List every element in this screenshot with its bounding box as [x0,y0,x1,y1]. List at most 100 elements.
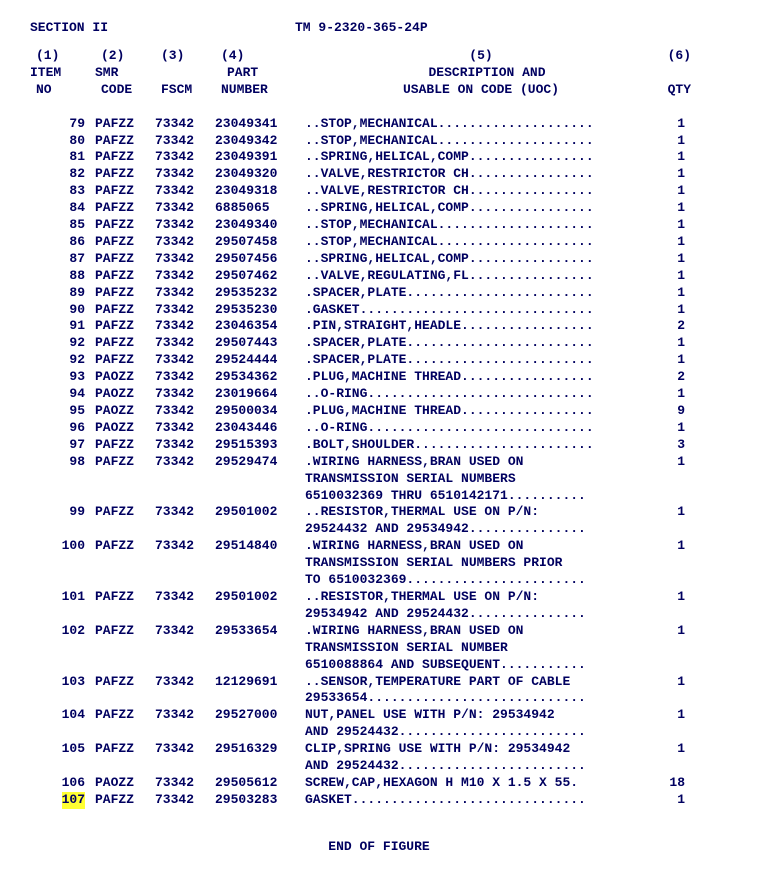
cell-smr: PAFZZ [95,133,155,150]
cell-fscm: 73342 [155,318,215,335]
table-row: 29533654............................ [30,690,728,707]
cell-desc: ..STOP,MECHANICAL.................... [305,234,645,251]
cell-desc: .WIRING HARNESS,BRAN USED ON [305,454,645,471]
cell-item: 83 [30,183,95,200]
cell-qty: 1 [645,149,685,166]
cell-desc: .PLUG,MACHINE THREAD................. [305,403,645,420]
cell-desc: .WIRING HARNESS,BRAN USED ON [305,538,645,555]
cell-qty [645,657,685,674]
colnum-5: (5) [311,48,651,65]
cell-item [30,555,95,572]
cell-fscm: 73342 [155,251,215,268]
cell-part [215,555,305,572]
cell-part: 23049318 [215,183,305,200]
colhdr-qty: QTY [651,82,691,99]
cell-part: 23049340 [215,217,305,234]
cell-fscm: 73342 [155,420,215,437]
cell-fscm: 73342 [155,149,215,166]
cell-part: 29516329 [215,741,305,758]
colhdr-number: NUMBER [221,82,311,99]
cell-qty: 1 [645,183,685,200]
table-row: 96PAOZZ7334223043446..O-RING............… [30,420,728,437]
cell-fscm: 73342 [155,285,215,302]
col-header-2: NO CODE FSCM NUMBER USABLE ON CODE (UOC)… [30,82,728,99]
cell-desc: .SPACER,PLATE........................ [305,335,645,352]
cell-part: 23049320 [215,166,305,183]
cell-part: 29533654 [215,623,305,640]
colnum-2: (2) [101,48,161,65]
table-row: 91PAFZZ7334223046354.PIN,STRAIGHT,HEADLE… [30,318,728,335]
cell-fscm [155,640,215,657]
table-row: 105PAFZZ7334229516329CLIP,SPRING USE WIT… [30,741,728,758]
cell-fscm: 73342 [155,234,215,251]
cell-fscm: 73342 [155,200,215,217]
cell-fscm [155,606,215,623]
cell-smr: PAFZZ [95,217,155,234]
cell-fscm [155,471,215,488]
cell-item: 80 [30,133,95,150]
cell-item [30,521,95,538]
cell-smr: PAFZZ [95,707,155,724]
cell-desc: NUT,PANEL USE WITH P/N: 29534942 [305,707,645,724]
cell-fscm: 73342 [155,386,215,403]
cell-item: 100 [30,538,95,555]
colhdr-item: ITEM [30,65,95,82]
cell-qty [645,758,685,775]
cell-part: 29501002 [215,589,305,606]
cell-part: 29501002 [215,504,305,521]
cell-item: 95 [30,403,95,420]
cell-item: 90 [30,302,95,319]
cell-qty: 9 [645,403,685,420]
cell-smr [95,724,155,741]
cell-smr: PAFZZ [95,234,155,251]
cell-fscm [155,758,215,775]
cell-qty [645,690,685,707]
cell-item: 86 [30,234,95,251]
cell-desc: TRANSMISSION SERIAL NUMBER [305,640,645,657]
cell-smr: PAFZZ [95,251,155,268]
table-row: 92PAFZZ7334229507443.SPACER,PLATE.......… [30,335,728,352]
cell-fscm: 73342 [155,775,215,792]
cell-qty: 1 [645,623,685,640]
cell-fscm: 73342 [155,302,215,319]
cell-item: 88 [30,268,95,285]
cell-desc: ..VALVE,REGULATING,FL................ [305,268,645,285]
cell-smr [95,521,155,538]
cell-desc: GASKET.............................. [305,792,645,809]
cell-part: 12129691 [215,674,305,691]
cell-item [30,724,95,741]
cell-fscm: 73342 [155,792,215,809]
cell-smr [95,690,155,707]
cell-desc: .BOLT,SHOULDER....................... [305,437,645,454]
cell-part [215,471,305,488]
cell-qty [645,488,685,505]
table-row: 101PAFZZ7334229501002..RESISTOR,THERMAL … [30,589,728,606]
colhdr-no: NO [30,82,101,99]
cell-desc: 29524432 AND 29534942............... [305,521,645,538]
highlight-mark: 107 [62,792,85,809]
cell-desc: SCREW,CAP,HEXAGON H M10 X 1.5 X 55. [305,775,645,792]
cell-item: 79 [30,116,95,133]
cell-fscm: 73342 [155,133,215,150]
table-row: 82PAFZZ7334223049320..VALVE,RESTRICTOR C… [30,166,728,183]
table-row: AND 29524432........................ [30,758,728,775]
colnum-6: (6) [651,48,691,65]
colhdr-code: CODE [101,82,161,99]
table-row: 98PAFZZ7334229529474.WIRING HARNESS,BRAN… [30,454,728,471]
cell-desc: .SPACER,PLATE........................ [305,285,645,302]
cell-fscm: 73342 [155,403,215,420]
cell-item: 85 [30,217,95,234]
cell-item: 92 [30,335,95,352]
cell-qty: 1 [645,674,685,691]
cell-fscm: 73342 [155,538,215,555]
manual-label: TM 9-2320-365-24P [295,20,428,35]
cell-smr: PAFZZ [95,183,155,200]
table-row: 29524432 AND 29534942............... [30,521,728,538]
cell-smr: PAFZZ [95,623,155,640]
cell-item [30,758,95,775]
cell-smr [95,488,155,505]
cell-part: 29507443 [215,335,305,352]
cell-desc: ..RESISTOR,THERMAL USE ON P/N: [305,589,645,606]
table-row: 88PAFZZ7334229507462..VALVE,REGULATING,F… [30,268,728,285]
table-row: 104PAFZZ7334229527000NUT,PANEL USE WITH … [30,707,728,724]
